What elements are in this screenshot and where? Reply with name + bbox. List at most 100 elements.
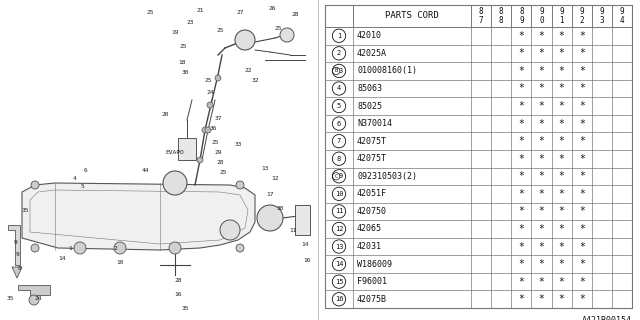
Text: 35: 35 <box>21 207 29 212</box>
Text: 2: 2 <box>337 50 341 56</box>
Text: *: * <box>538 154 545 164</box>
Text: 14: 14 <box>58 255 66 260</box>
Circle shape <box>215 75 221 81</box>
Text: 8
9: 8 9 <box>519 7 524 25</box>
Text: 11: 11 <box>335 208 343 214</box>
Text: 9: 9 <box>339 173 343 179</box>
Text: *: * <box>559 206 564 216</box>
Text: *: * <box>559 259 564 269</box>
Text: 1: 1 <box>68 245 72 251</box>
Text: 9
4: 9 4 <box>620 7 624 25</box>
Text: *: * <box>518 66 524 76</box>
Text: 42051F: 42051F <box>357 189 387 198</box>
Text: *: * <box>518 242 524 252</box>
Text: *: * <box>559 171 564 181</box>
Text: 15: 15 <box>335 279 343 285</box>
Text: 28: 28 <box>291 12 299 18</box>
Bar <box>295 205 310 235</box>
Text: 16: 16 <box>174 292 182 298</box>
Text: 37: 37 <box>214 116 221 121</box>
Text: 28: 28 <box>174 277 182 283</box>
Text: 42075B: 42075B <box>357 295 387 304</box>
Text: 35: 35 <box>6 295 13 300</box>
Text: 16: 16 <box>335 296 343 302</box>
Text: *: * <box>538 48 545 58</box>
Text: 30: 30 <box>276 205 284 211</box>
Text: *: * <box>579 242 584 252</box>
Text: F96001: F96001 <box>357 277 387 286</box>
Text: N370014: N370014 <box>357 119 392 128</box>
Text: *: * <box>538 224 545 234</box>
Text: EVAPO: EVAPO <box>166 149 184 155</box>
Text: *: * <box>518 189 524 199</box>
Text: *: * <box>518 48 524 58</box>
Text: 25: 25 <box>216 28 224 33</box>
Text: 28: 28 <box>216 161 224 165</box>
Circle shape <box>205 127 211 133</box>
Text: *: * <box>559 154 564 164</box>
Text: 4: 4 <box>337 85 341 92</box>
Text: 44: 44 <box>141 167 148 172</box>
Circle shape <box>207 102 213 108</box>
Text: *: * <box>579 101 584 111</box>
Text: 9
3: 9 3 <box>600 7 604 25</box>
Text: *: * <box>518 84 524 93</box>
Text: *: * <box>538 136 545 146</box>
Text: 42010: 42010 <box>357 31 382 40</box>
Text: *: * <box>579 189 584 199</box>
Text: 9: 9 <box>13 239 17 244</box>
Text: 010008160(1): 010008160(1) <box>357 67 417 76</box>
Text: 9
0: 9 0 <box>539 7 544 25</box>
Circle shape <box>202 127 208 133</box>
Text: 16: 16 <box>303 258 311 262</box>
Text: 9
2: 9 2 <box>579 7 584 25</box>
Text: C: C <box>335 174 338 179</box>
Text: 42075T: 42075T <box>357 154 387 163</box>
Text: 22: 22 <box>244 68 252 73</box>
Text: *: * <box>579 119 584 129</box>
Text: *: * <box>559 294 564 304</box>
Text: 2: 2 <box>113 245 117 251</box>
Text: 23: 23 <box>186 20 194 25</box>
Text: PARTS CORD: PARTS CORD <box>385 12 439 20</box>
Text: 9
1: 9 1 <box>559 7 564 25</box>
Circle shape <box>114 242 126 254</box>
Circle shape <box>220 220 240 240</box>
Text: *: * <box>579 171 584 181</box>
Text: 24: 24 <box>206 90 214 94</box>
Text: *: * <box>559 136 564 146</box>
Text: *: * <box>559 84 564 93</box>
Text: 7: 7 <box>337 138 341 144</box>
Text: *: * <box>559 242 564 252</box>
Text: *: * <box>559 224 564 234</box>
Text: *: * <box>518 277 524 287</box>
Text: *: * <box>518 136 524 146</box>
Circle shape <box>169 242 181 254</box>
Text: *: * <box>559 119 564 129</box>
Text: 420750: 420750 <box>357 207 387 216</box>
Circle shape <box>163 171 187 195</box>
Text: *: * <box>559 66 564 76</box>
Text: A421B00154: A421B00154 <box>582 316 632 320</box>
Text: 6: 6 <box>84 167 88 172</box>
Text: *: * <box>518 206 524 216</box>
Text: 25: 25 <box>204 77 212 83</box>
Text: 25: 25 <box>147 11 154 15</box>
Text: *: * <box>579 48 584 58</box>
Text: *: * <box>579 31 584 41</box>
Text: *: * <box>518 31 524 41</box>
Text: 85063: 85063 <box>357 84 382 93</box>
Text: 13: 13 <box>335 244 343 250</box>
Text: 42075T: 42075T <box>357 137 387 146</box>
Text: 42031: 42031 <box>357 242 382 251</box>
Text: 17: 17 <box>266 193 274 197</box>
Text: 25: 25 <box>179 44 187 50</box>
Text: *: * <box>538 171 545 181</box>
Text: 12: 12 <box>335 226 343 232</box>
Circle shape <box>74 242 86 254</box>
Text: 14: 14 <box>301 243 308 247</box>
Text: 8: 8 <box>18 266 22 270</box>
Text: 11: 11 <box>289 228 297 233</box>
Circle shape <box>29 295 39 305</box>
Text: *: * <box>538 277 545 287</box>
